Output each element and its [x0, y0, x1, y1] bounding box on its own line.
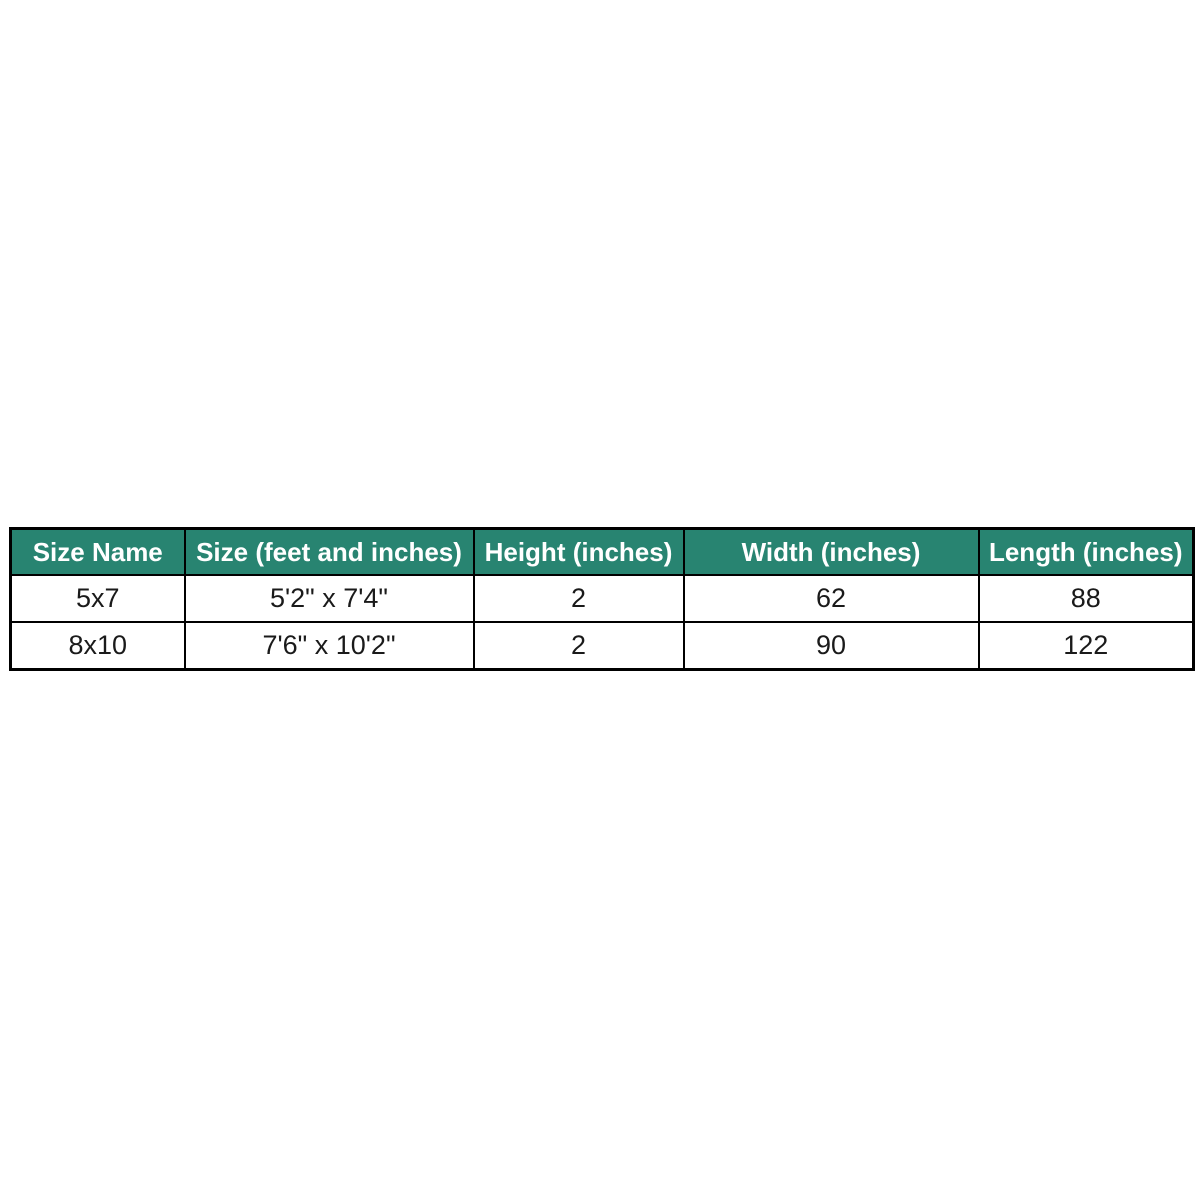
cell-width-inches: 90 — [682, 621, 980, 671]
cell-height-inches: 2 — [472, 574, 685, 623]
cell-width-inches: 62 — [682, 574, 980, 623]
cell-size-feet-inches: 5'2" x 7'4" — [183, 574, 475, 623]
col-header-size-name: Size Name — [9, 527, 186, 576]
cell-length-inches: 122 — [977, 621, 1195, 671]
col-header-height-inches: Height (inches) — [472, 527, 685, 576]
cell-size-feet-inches: 7'6" x 10'2" — [183, 621, 475, 671]
cell-size-name: 8x10 — [9, 621, 186, 671]
cell-height-inches: 2 — [472, 621, 685, 671]
table-row: 8x10 7'6" x 10'2" 2 90 122 — [9, 621, 1195, 671]
col-header-length-inches: Length (inches) — [977, 527, 1195, 576]
size-dimensions-table: Size Name Size (feet and inches) Height … — [9, 527, 1195, 671]
cell-length-inches: 88 — [977, 574, 1195, 623]
col-header-size-feet-inches: Size (feet and inches) — [183, 527, 475, 576]
col-header-width-inches: Width (inches) — [682, 527, 980, 576]
table-row: 5x7 5'2" x 7'4" 2 62 88 — [9, 574, 1195, 623]
cell-size-name: 5x7 — [9, 574, 186, 623]
table-header-row: Size Name Size (feet and inches) Height … — [9, 527, 1195, 576]
